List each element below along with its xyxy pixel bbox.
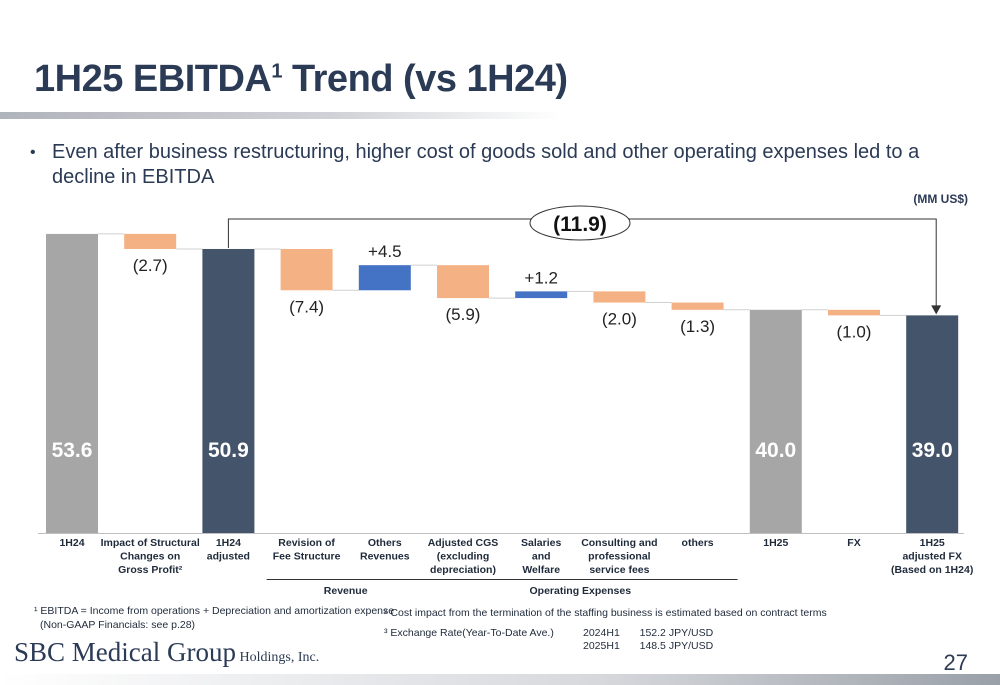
category-label: Revision of Fee Structure — [273, 537, 341, 563]
summary-bullet: • Even after business restructuring, hig… — [30, 140, 930, 190]
change-arrow-head — [931, 305, 942, 315]
bar — [280, 248, 333, 291]
bullet-dot: • — [30, 144, 36, 161]
waterfall-chart: 53.6 (2.7) 50.9 (7.4) +4.5 (5.9) +1.2 (2.0) (1.3… — [38, 205, 973, 597]
group-label: Revenue — [324, 585, 368, 597]
bar — [124, 233, 177, 249]
title-rest: Trend (vs 1H24) — [281, 58, 568, 100]
category-label: 1H24 adjusted — [207, 537, 250, 563]
group-label: Operating Expenses — [530, 585, 632, 597]
company-logo: SBC Medical Group Holdings, Inc. — [14, 637, 319, 668]
data-label: (5.9) — [446, 305, 481, 324]
bar — [202, 248, 255, 533]
data-label: (1.3) — [680, 317, 715, 336]
page-number: 27 — [943, 650, 968, 675]
footnote-ebitda-line2: (Non-GAAP Financials: see p.28) — [40, 619, 196, 631]
footnote-ebitda-line1: ¹ EBITDA = Income from operations + Depr… — [34, 605, 395, 617]
unit-label: (MM US$) — [913, 192, 968, 206]
category-label: Others Revenues — [360, 537, 410, 563]
category-label: 1H25 — [763, 537, 788, 549]
footnote-ebitda: ¹ EBITDA = Income from operations + Depr… — [34, 604, 394, 632]
footer-bar — [0, 674, 1000, 685]
category-label: 1H25 adjusted FX (Based on 1H24) — [891, 537, 973, 576]
rate-value: 152.2 JPY/USD — [639, 627, 714, 639]
logo-sub: Holdings, Inc. — [236, 650, 320, 665]
category-label: Consulting and professional service fees — [581, 537, 657, 576]
change-oval — [529, 205, 631, 241]
data-label: 39.0 — [912, 439, 953, 462]
bar — [671, 302, 724, 310]
bar — [906, 315, 959, 533]
logo-main: SBC Medical Group — [14, 637, 236, 667]
footnote-structural: ² Cost impact from the termination of th… — [384, 607, 827, 619]
summary-text: Even after business restructuring, highe… — [52, 141, 920, 188]
bar — [828, 309, 880, 316]
category-label: 1H24 — [59, 537, 84, 549]
data-label: (2.0) — [602, 310, 637, 329]
data-label: 50.9 — [208, 439, 249, 462]
bar — [358, 265, 411, 291]
category-label: Impact of Structural Changes on Gross Prof… — [101, 537, 200, 576]
bar — [46, 233, 98, 534]
category-label: others — [682, 537, 714, 549]
rate-row: 2024H1 152.2 JPY/USD — [583, 626, 713, 640]
rate-value: 148.5 JPY/USD — [639, 640, 714, 652]
title-main: 1H25 EBITDA — [34, 58, 272, 100]
data-label: +4.5 — [368, 242, 402, 261]
data-label: (2.7) — [133, 256, 168, 275]
title-footnote-mark: 1 — [271, 60, 282, 83]
category-label: Adjusted CGS (excluding depreciation) — [428, 537, 499, 576]
page-title: 1H25 EBITDA1 Trend (vs 1H24) — [34, 58, 568, 101]
data-label: (1.0) — [837, 322, 872, 341]
total-change-label: (11.9) — [553, 213, 607, 236]
data-label: 40.0 — [755, 439, 796, 462]
data-label: 53.6 — [52, 439, 93, 462]
bar — [593, 291, 646, 303]
category-label: FX — [847, 537, 860, 549]
category-label: Salaries and Welfare — [521, 537, 561, 576]
rate-period: 2024H1 — [583, 627, 620, 639]
bar — [749, 309, 802, 533]
title-underline — [0, 112, 560, 119]
data-label: +1.2 — [524, 268, 558, 287]
data-label: (7.4) — [289, 297, 324, 316]
bar — [515, 291, 568, 299]
bar — [437, 265, 489, 299]
footnote-exchange-rate: ³ Exchange Rate(Year-To-Date Ave.) — [384, 627, 554, 639]
rate-period: 2025H1 — [583, 640, 620, 652]
rate-row: 2025H1 148.5 JPY/USD — [583, 639, 713, 653]
